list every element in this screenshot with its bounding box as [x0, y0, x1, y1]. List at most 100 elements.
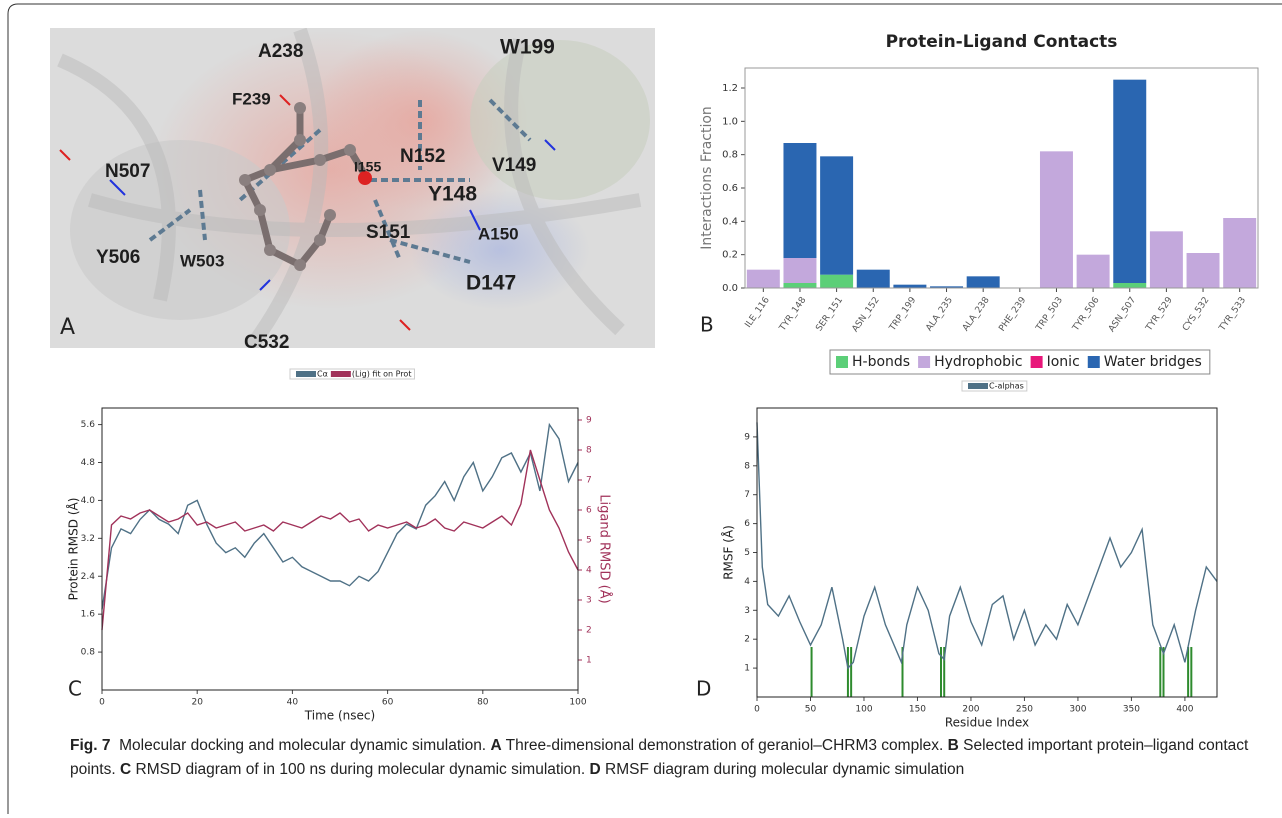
legend-swatch	[1088, 356, 1100, 368]
residue-label: W503	[180, 251, 224, 270]
caption-fig: Fig. 7	[70, 737, 110, 754]
residue-label: S151	[366, 222, 411, 243]
caption-text: Three-dimensional demonstration of geran…	[506, 737, 944, 754]
y-tick-label: 0.6	[722, 183, 738, 194]
x-tick-label: 80	[477, 698, 489, 708]
x-tick-label: 350	[1123, 705, 1140, 715]
bar-segment	[783, 283, 816, 288]
y-tick-label: 0.8	[722, 150, 738, 161]
y-tick-label: 4	[744, 577, 750, 587]
x-tick-label: PHE_239	[997, 295, 1028, 333]
caption-key: D	[590, 761, 601, 778]
bar-segment	[857, 270, 890, 288]
y2-tick-label: 3	[586, 596, 592, 606]
legend-label: (Lig) fit on Prot	[352, 370, 412, 379]
bar-segment	[1223, 218, 1256, 288]
x-tick-label: TYR_533	[1217, 295, 1248, 333]
x-tick-label: 150	[909, 705, 926, 715]
x-tick-label: ASN_152	[850, 295, 881, 334]
residue-label: Y148	[428, 183, 477, 206]
legend-label: Ionic	[1047, 354, 1080, 370]
y2-axis-label: Ligand RMSD (Å)	[597, 494, 613, 603]
legend-swatch	[331, 371, 351, 377]
x-tick-label: TYR_529	[1144, 295, 1175, 334]
bar-segment	[1187, 253, 1220, 288]
legend-swatch	[918, 356, 930, 368]
y-tick-label: 0.4	[722, 216, 738, 227]
residue-label: C532	[244, 332, 289, 353]
residue-label: N507	[105, 161, 150, 182]
x-tick-label: 400	[1176, 705, 1193, 715]
x-tick-label: 250	[1016, 705, 1033, 715]
x-tick-label: CYS_532	[1181, 295, 1212, 333]
y2-tick-label: 7	[586, 476, 592, 486]
bar-segment	[967, 276, 1000, 288]
x-tick-label: TYR_148	[777, 295, 808, 334]
caption-key: C	[120, 761, 131, 778]
y-tick-label: 2	[744, 635, 750, 645]
bar-segment	[783, 258, 816, 283]
y-tick-label: 4.8	[81, 458, 96, 468]
x-tick-label: ILE_116	[744, 295, 772, 330]
docking-image: A238 W199 F239 N507 I155 N152 V149 Y148 …	[50, 28, 655, 353]
y-tick-label: 9	[744, 432, 750, 442]
legend: C-alphas	[962, 381, 1027, 391]
bar-segment	[1150, 231, 1183, 288]
bar-segment	[1077, 255, 1110, 288]
caption-key: A	[490, 737, 501, 754]
x-tick-label: 100	[569, 698, 586, 708]
plot-frame	[102, 408, 578, 690]
residue-label: A150	[478, 224, 519, 243]
residue-label: F239	[232, 89, 271, 108]
series-line	[757, 422, 1217, 668]
y-tick-label: 0.8	[81, 648, 96, 658]
x-axis-label: Time (nsec)	[304, 709, 375, 723]
residue-label: I155	[354, 159, 381, 175]
bar-segment	[747, 270, 780, 288]
y2-tick-label: 5	[586, 536, 592, 546]
x-tick-label: 100	[855, 705, 872, 715]
x-tick-label: 300	[1069, 705, 1086, 715]
y-tick-label: 1.0	[722, 116, 738, 127]
residue-label: W199	[500, 36, 555, 59]
y2-tick-label: 9	[586, 416, 592, 426]
x-tick-label: 200	[962, 705, 979, 715]
y-tick-label: 0.0	[722, 283, 738, 294]
y2-tick-label: 4	[586, 566, 592, 576]
y-tick-label: 3.2	[81, 534, 95, 544]
caption-key: B	[948, 737, 959, 754]
bar-segment	[1113, 283, 1146, 288]
caption-text: RMSD diagram of in 100 ns during molecul…	[136, 761, 586, 778]
residue-label: V149	[492, 155, 536, 176]
y-tick-label: 1	[744, 664, 750, 674]
legend-swatch	[836, 356, 848, 368]
legend-label: Cα	[317, 370, 328, 379]
x-tick-label: 50	[805, 705, 817, 715]
y2-tick-label: 8	[586, 446, 592, 456]
chart-title: Protein-Ligand Contacts	[886, 32, 1118, 52]
x-tick-label: TRP_199	[887, 295, 918, 334]
plot-frame	[757, 408, 1217, 697]
legend: Cα (Lig) fit on Prot	[290, 369, 414, 379]
y-tick-label: 4.0	[81, 496, 96, 506]
y2-tick-label: 1	[586, 656, 592, 666]
legend-label: Hydrophobic	[934, 354, 1023, 370]
y-tick-label: 1.6	[81, 610, 96, 620]
x-axis-label: Residue Index	[945, 716, 1029, 730]
bar-segment	[1113, 80, 1146, 283]
x-tick-label: SER_151	[814, 295, 845, 333]
caption-text: RMSF diagram during molecular dynamic si…	[605, 761, 964, 778]
legend-swatch	[296, 371, 316, 377]
y-tick-label: 5.6	[81, 420, 96, 430]
panel-letter: D	[696, 677, 711, 701]
y-tick-label: 7	[744, 490, 750, 500]
residue-label: D147	[466, 272, 516, 295]
y2-tick-label: 6	[586, 506, 592, 516]
y-tick-label: 3	[744, 606, 750, 616]
bar-segment	[783, 143, 816, 258]
panel-letter: A	[60, 315, 75, 340]
y-tick-label: 6	[744, 519, 750, 529]
x-tick-label: ASN_507	[1107, 295, 1138, 334]
x-tick-label: 20	[191, 698, 203, 708]
